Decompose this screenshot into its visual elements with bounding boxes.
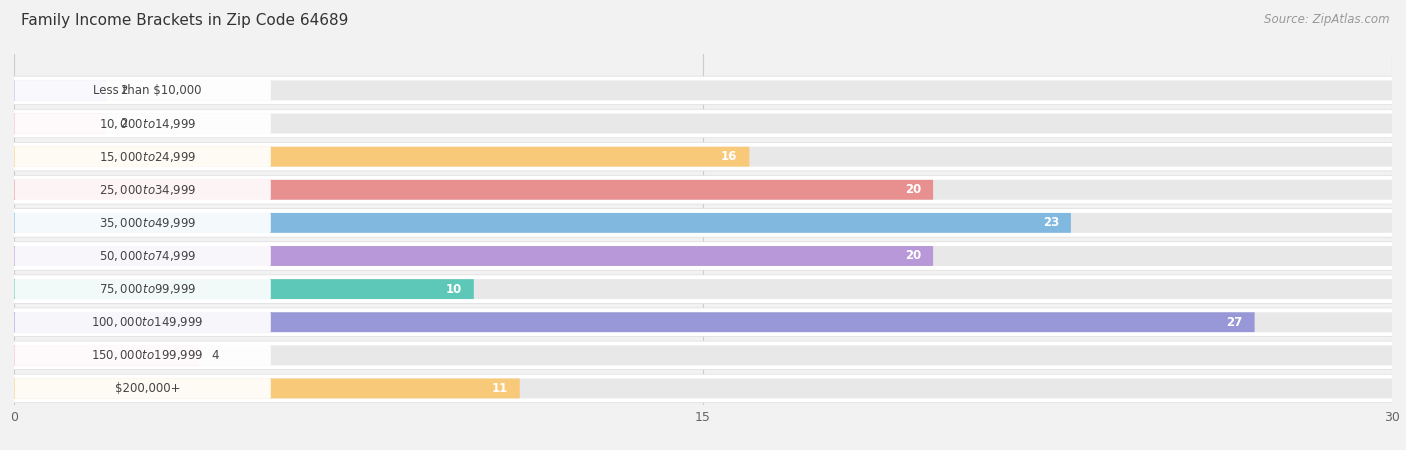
FancyBboxPatch shape [14, 246, 271, 266]
FancyBboxPatch shape [14, 378, 520, 398]
FancyBboxPatch shape [14, 81, 107, 100]
FancyBboxPatch shape [14, 180, 1392, 200]
FancyBboxPatch shape [14, 80, 271, 101]
Text: 20: 20 [905, 183, 921, 196]
FancyBboxPatch shape [14, 312, 1254, 332]
Text: 2: 2 [120, 117, 127, 130]
FancyBboxPatch shape [13, 341, 1393, 369]
FancyBboxPatch shape [14, 279, 1392, 299]
FancyBboxPatch shape [14, 246, 1392, 266]
FancyBboxPatch shape [14, 113, 107, 134]
FancyBboxPatch shape [14, 146, 271, 167]
Text: Source: ZipAtlas.com: Source: ZipAtlas.com [1264, 14, 1389, 27]
Text: $150,000 to $199,999: $150,000 to $199,999 [91, 348, 204, 362]
Text: 10: 10 [446, 283, 463, 296]
Text: $25,000 to $34,999: $25,000 to $34,999 [98, 183, 195, 197]
Text: $100,000 to $149,999: $100,000 to $149,999 [91, 315, 204, 329]
FancyBboxPatch shape [13, 142, 1393, 171]
FancyBboxPatch shape [13, 275, 1393, 303]
FancyBboxPatch shape [14, 213, 1071, 233]
FancyBboxPatch shape [14, 378, 271, 399]
FancyBboxPatch shape [13, 374, 1393, 403]
Text: $35,000 to $49,999: $35,000 to $49,999 [98, 216, 195, 230]
Text: 16: 16 [721, 150, 738, 163]
FancyBboxPatch shape [14, 378, 1392, 398]
FancyBboxPatch shape [14, 279, 474, 299]
FancyBboxPatch shape [14, 180, 934, 200]
FancyBboxPatch shape [14, 312, 1392, 332]
FancyBboxPatch shape [13, 109, 1393, 138]
Text: 4: 4 [211, 349, 219, 362]
Text: $15,000 to $24,999: $15,000 to $24,999 [98, 150, 195, 164]
Text: $200,000+: $200,000+ [114, 382, 180, 395]
FancyBboxPatch shape [14, 147, 749, 166]
Text: 11: 11 [492, 382, 508, 395]
FancyBboxPatch shape [14, 346, 1392, 365]
FancyBboxPatch shape [14, 312, 271, 333]
FancyBboxPatch shape [14, 279, 271, 299]
Text: 23: 23 [1043, 216, 1059, 230]
FancyBboxPatch shape [14, 113, 1392, 134]
FancyBboxPatch shape [13, 76, 1393, 105]
FancyBboxPatch shape [13, 209, 1393, 237]
FancyBboxPatch shape [14, 147, 1392, 166]
FancyBboxPatch shape [13, 176, 1393, 204]
FancyBboxPatch shape [14, 345, 271, 365]
FancyBboxPatch shape [13, 308, 1393, 337]
Text: Less than $10,000: Less than $10,000 [93, 84, 201, 97]
FancyBboxPatch shape [14, 180, 271, 200]
Text: 27: 27 [1226, 316, 1243, 328]
FancyBboxPatch shape [14, 113, 271, 134]
FancyBboxPatch shape [14, 212, 271, 233]
FancyBboxPatch shape [13, 242, 1393, 270]
FancyBboxPatch shape [14, 213, 1392, 233]
Text: Family Income Brackets in Zip Code 64689: Family Income Brackets in Zip Code 64689 [21, 14, 349, 28]
Text: 2: 2 [120, 84, 127, 97]
FancyBboxPatch shape [14, 81, 1392, 100]
Text: $50,000 to $74,999: $50,000 to $74,999 [98, 249, 195, 263]
FancyBboxPatch shape [14, 246, 934, 266]
Text: $10,000 to $14,999: $10,000 to $14,999 [98, 117, 195, 130]
Text: 20: 20 [905, 249, 921, 262]
Text: $75,000 to $99,999: $75,000 to $99,999 [98, 282, 195, 296]
FancyBboxPatch shape [14, 346, 198, 365]
